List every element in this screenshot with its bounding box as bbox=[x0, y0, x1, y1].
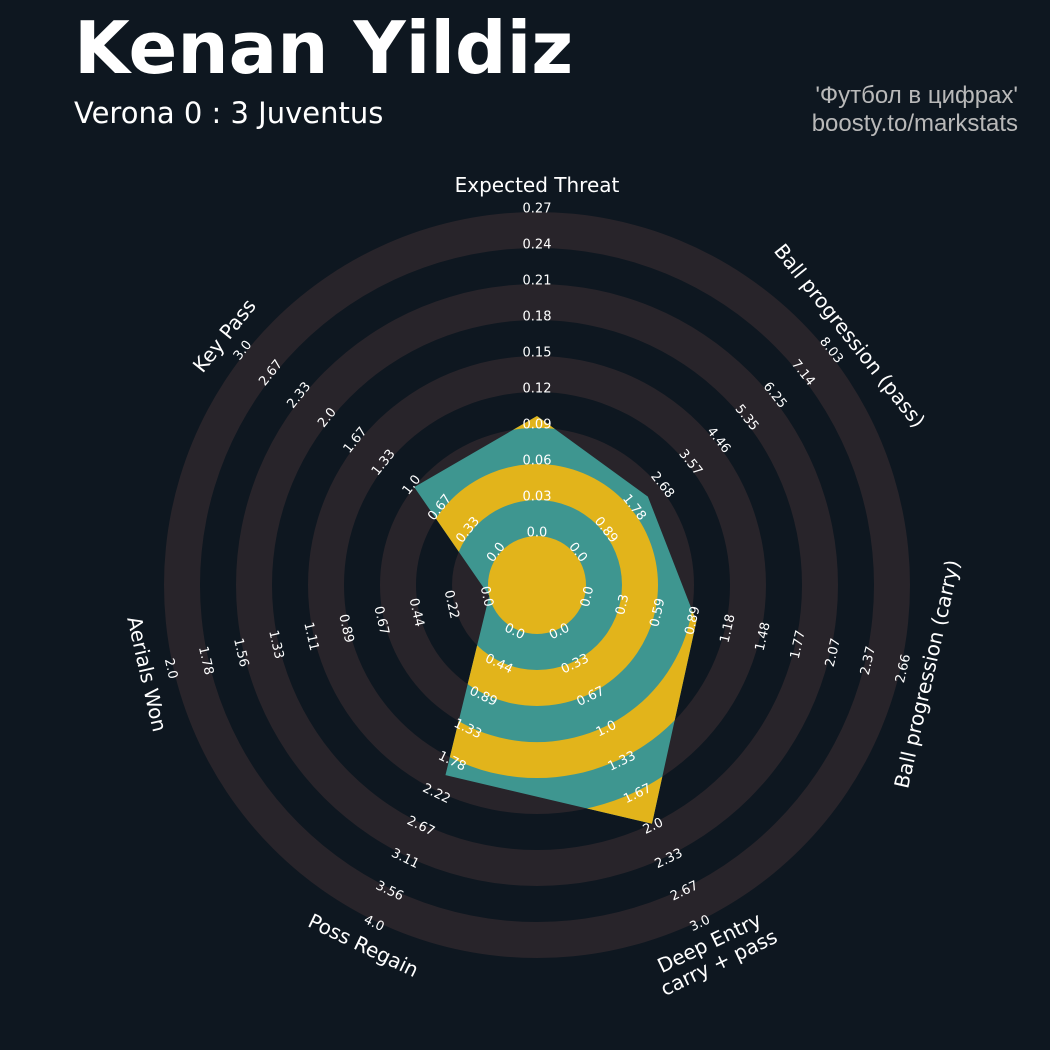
tick-label: 1.48 bbox=[753, 621, 774, 653]
player-name-title: Kenan Yildiz bbox=[74, 6, 574, 90]
tick-label: 2.37 bbox=[858, 645, 879, 677]
tick-label: 0.59 bbox=[647, 597, 668, 629]
tick-label: 2.0 bbox=[161, 657, 180, 681]
tick-label: 2.66 bbox=[893, 653, 914, 685]
credit-line-1: 'Футбол в цифрах' bbox=[815, 82, 1018, 109]
credit-line-2: boosty.to/markstats bbox=[811, 110, 1018, 137]
tick-label: 0.21 bbox=[523, 274, 552, 289]
tick-label: 0.67 bbox=[370, 605, 391, 637]
param-label: Expected Threat bbox=[455, 173, 620, 197]
tick-label: 0.06 bbox=[523, 454, 552, 469]
tick-label: 2.07 bbox=[823, 637, 844, 669]
credit: 'Футбол в цифрах' boosty.to/markstats bbox=[812, 82, 1018, 138]
tick-label: 0.27 bbox=[523, 202, 552, 217]
match-subtitle: Verona 0 : 3 Juventus bbox=[74, 96, 384, 130]
tick-label: 1.18 bbox=[718, 613, 739, 645]
tick-label: 0.15 bbox=[523, 346, 552, 361]
tick-label: 0.18 bbox=[523, 310, 552, 325]
tick-label: 0.09 bbox=[523, 418, 552, 433]
tick-label: 0.89 bbox=[335, 613, 356, 645]
tick-label: 0.24 bbox=[523, 238, 552, 253]
tick-label: 0.03 bbox=[523, 490, 552, 505]
tick-label: 1.56 bbox=[230, 637, 251, 669]
tick-label: 0.12 bbox=[523, 382, 552, 397]
tick-label: 0.3 bbox=[613, 593, 632, 617]
param-label-line: Expected Threat bbox=[455, 173, 620, 197]
tick-label: 0.44 bbox=[406, 597, 427, 629]
tick-label: 1.77 bbox=[788, 629, 809, 661]
tick-label: 0.0 bbox=[477, 585, 496, 609]
tick-label: 1.11 bbox=[300, 621, 321, 653]
tick-label: 0.22 bbox=[441, 589, 462, 621]
tick-label: 0.0 bbox=[578, 585, 597, 609]
tick-label: 0.89 bbox=[682, 605, 703, 637]
tick-label: 1.78 bbox=[195, 645, 216, 677]
radar-alt-center bbox=[488, 536, 586, 634]
tick-label: 1.33 bbox=[265, 629, 286, 661]
tick-label: 0.0 bbox=[527, 526, 548, 541]
